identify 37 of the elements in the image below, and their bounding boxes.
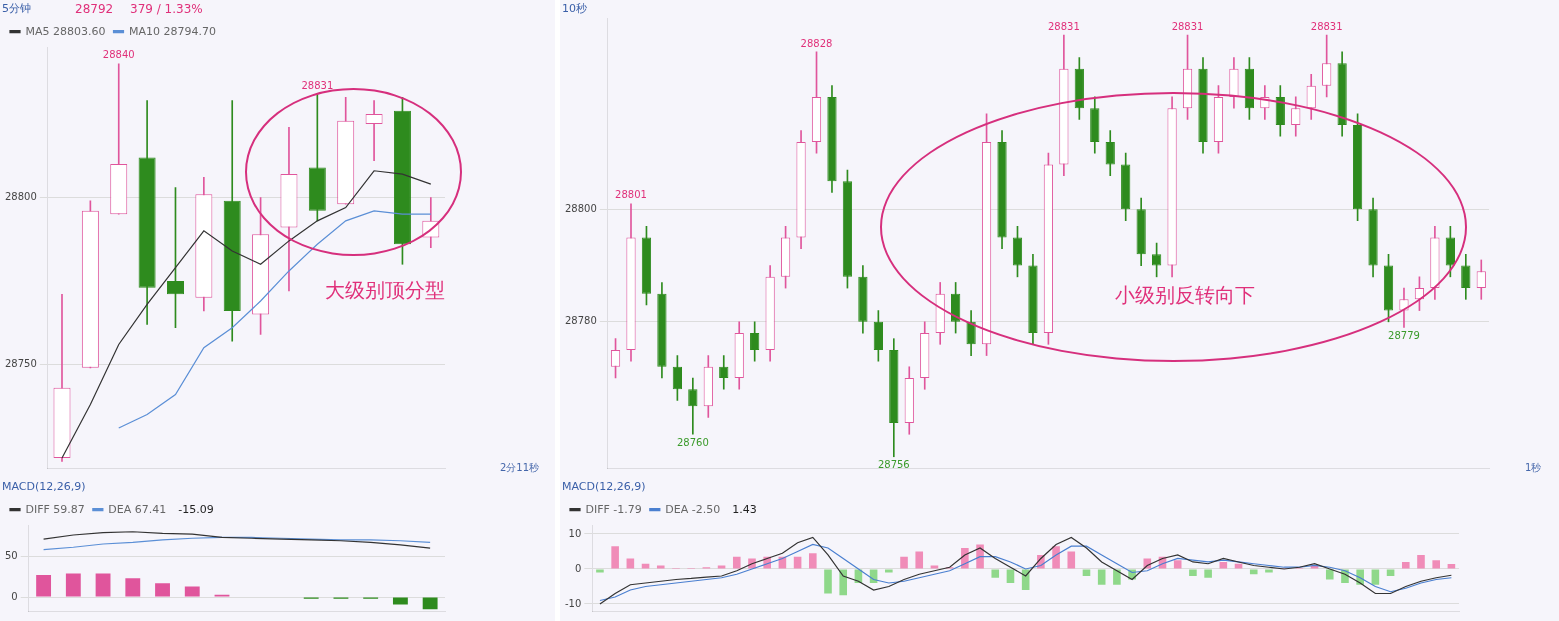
annotation: 28831 bbox=[301, 79, 334, 91]
legend-label: MA5 28803.60 bbox=[25, 24, 106, 38]
annotation: 28840 bbox=[102, 49, 135, 61]
annotation: 28801 bbox=[615, 189, 647, 201]
legend-label: DIFF 59.87 bbox=[25, 502, 85, 516]
y-tick-label: 10 bbox=[568, 527, 582, 539]
y-tick-label: 28800 bbox=[565, 202, 597, 214]
annotation: 28828 bbox=[800, 37, 833, 49]
legend-label: MA10 28794.70 bbox=[129, 24, 216, 38]
annotation: 28831 bbox=[1171, 20, 1204, 32]
y-tick-label: -10 bbox=[564, 597, 582, 609]
legend-label: DEA -2.50 bbox=[665, 502, 721, 516]
annotation: 28779 bbox=[1388, 330, 1420, 342]
legend-label: DIFF -1.79 bbox=[585, 502, 642, 516]
annotation: 大级别顶分型 bbox=[325, 278, 445, 303]
y-tick-label: 28750 bbox=[5, 358, 37, 370]
y-tick-label: 0 bbox=[11, 590, 18, 602]
annotation: 28831 bbox=[1047, 20, 1080, 32]
text: 1秒 bbox=[1525, 461, 1542, 473]
text: 1.43 bbox=[732, 502, 757, 516]
legend-label: DEA 67.41 bbox=[108, 502, 167, 516]
annotation: 小级别反转向下 bbox=[1115, 283, 1255, 308]
y-tick-label: 50 bbox=[4, 549, 18, 561]
annotation: 28831 bbox=[1310, 20, 1343, 32]
chart-title: MACD(12,26,9) bbox=[2, 480, 86, 494]
annotation: 28760 bbox=[676, 436, 709, 448]
text: -15.09 bbox=[178, 502, 214, 516]
text: 379 / 1.33% bbox=[130, 2, 203, 17]
chart-title: 5分钟 bbox=[2, 2, 31, 16]
text: 28792 bbox=[75, 2, 114, 17]
chart-title: 10秒 bbox=[562, 2, 587, 16]
y-tick-label: 28780 bbox=[565, 315, 597, 327]
y-tick-label: 28800 bbox=[5, 191, 37, 203]
text: 2分11秒 bbox=[500, 461, 540, 473]
y-tick-label: 0 bbox=[574, 562, 582, 574]
chart-title: MACD(12,26,9) bbox=[562, 480, 646, 494]
annotation: 28756 bbox=[877, 459, 910, 471]
